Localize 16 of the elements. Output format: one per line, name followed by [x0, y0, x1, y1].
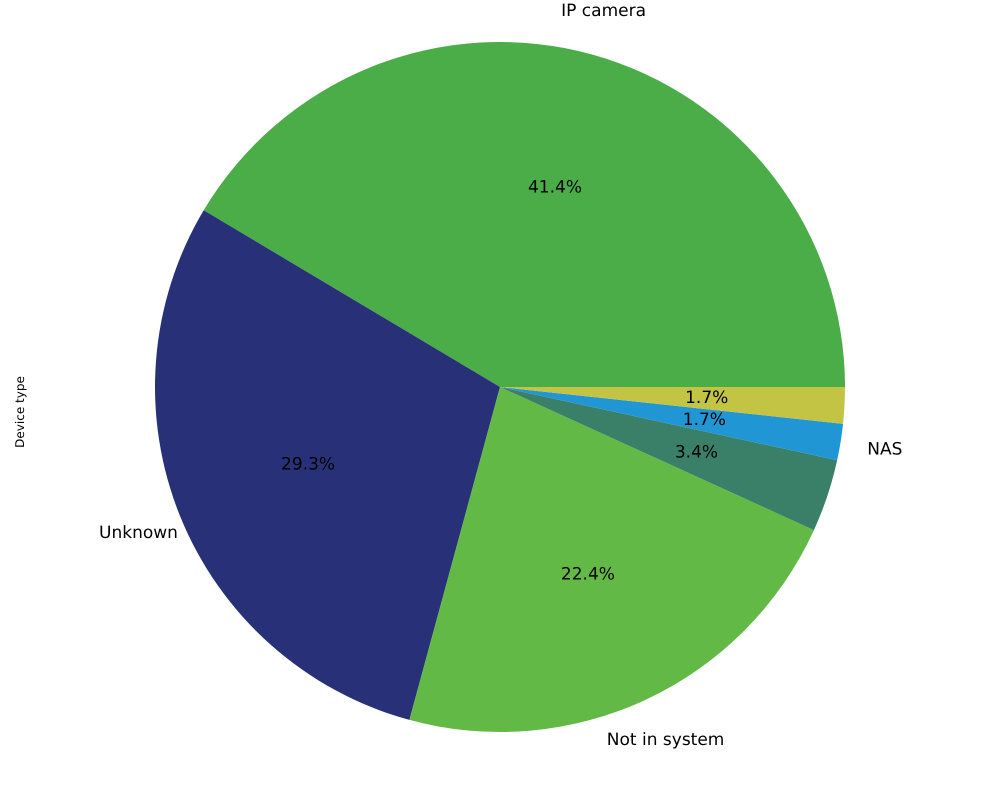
pie-slice — [409, 387, 814, 732]
slice-label: NAS — [867, 439, 902, 460]
slice-label: IP camera — [561, 1, 646, 22]
data-label: 22.4% — [560, 564, 615, 584]
pie-slice — [500, 387, 838, 530]
data-label: 41.4% — [528, 177, 582, 198]
slice-label: Not in system — [606, 730, 724, 750]
data-label: 1.7% — [682, 410, 726, 430]
slice-label: Unknown — [99, 522, 178, 543]
pie-slice — [204, 42, 845, 387]
pie-slice — [500, 387, 845, 424]
pie-slice — [500, 387, 844, 460]
data-label: 3.4% — [674, 442, 718, 462]
text: Device type — [13, 376, 27, 448]
data-label: 29.3% — [281, 454, 336, 474]
data-label: 1.7% — [685, 388, 728, 408]
